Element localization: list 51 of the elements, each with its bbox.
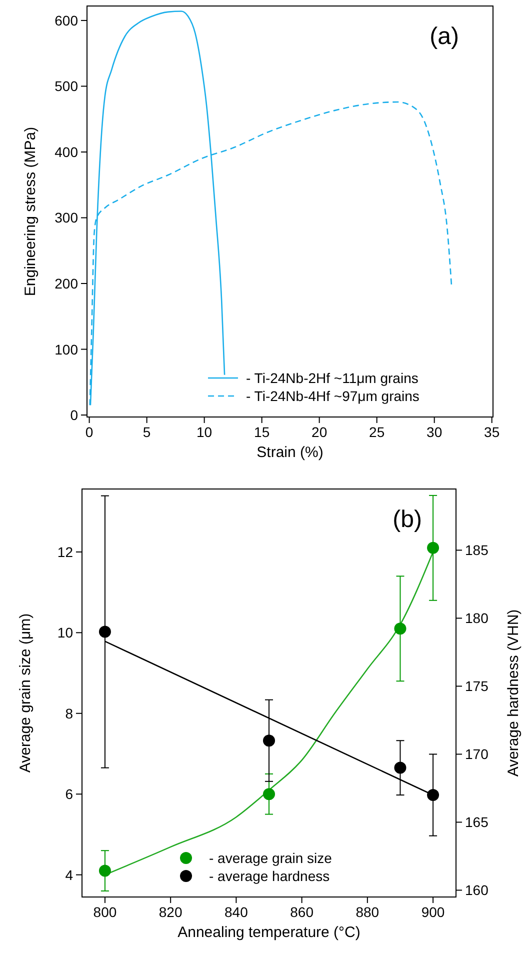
point bbox=[394, 762, 406, 774]
y-tick-label: 400 bbox=[54, 144, 78, 160]
x-tick-label: 860 bbox=[290, 904, 314, 920]
y-axis-title: Average grain size (μm) bbox=[17, 613, 34, 773]
x-tick-label: 30 bbox=[426, 424, 442, 440]
legend-label: - average grain size bbox=[209, 850, 332, 866]
y-tick-label: 8 bbox=[65, 705, 74, 722]
x-tick-label: 20 bbox=[312, 424, 328, 440]
y-tick-label: 10 bbox=[57, 624, 74, 641]
x-tick-label: 840 bbox=[224, 904, 248, 920]
y-tick-label: 300 bbox=[54, 210, 78, 226]
point bbox=[427, 542, 440, 554]
x-tick-label: 820 bbox=[158, 904, 182, 920]
y-axis-title: Engineering stress (MPa) bbox=[22, 126, 39, 296]
y-tick-label: 500 bbox=[54, 78, 78, 94]
x-tick-label: 800 bbox=[93, 904, 117, 920]
y2-tick-label: 185 bbox=[465, 542, 489, 558]
x-tick-label: 10 bbox=[196, 424, 212, 440]
y-tick-label: 600 bbox=[54, 12, 78, 28]
y2-tick-label: 160 bbox=[465, 882, 489, 898]
x-tick-label: 0 bbox=[85, 424, 94, 440]
y-tick-label: 100 bbox=[54, 341, 78, 358]
x-tick-label: 5 bbox=[142, 424, 151, 440]
annotation: (b) bbox=[392, 506, 422, 533]
point bbox=[394, 622, 406, 635]
y2-tick-label: 170 bbox=[465, 746, 489, 762]
x-tick-label: 35 bbox=[484, 424, 500, 440]
x-tick-label: 900 bbox=[421, 904, 445, 920]
y2-tick-label: 175 bbox=[465, 678, 489, 694]
point bbox=[263, 788, 275, 800]
y2-tick-label: 165 bbox=[465, 814, 489, 830]
y-tick-label: 4 bbox=[65, 866, 74, 883]
y-tick-label: 6 bbox=[65, 786, 74, 802]
x-tick-label: 880 bbox=[356, 904, 380, 920]
y2-tick-label: 180 bbox=[465, 610, 489, 626]
x-tick-label: 15 bbox=[254, 424, 270, 440]
point bbox=[263, 734, 275, 747]
annotation: (a) bbox=[430, 23, 459, 50]
point bbox=[98, 864, 111, 877]
point bbox=[98, 626, 111, 638]
legend-label: - average hardness bbox=[209, 868, 330, 884]
legend-label: - Ti-24Nb-2Hf ~11μm grains bbox=[246, 370, 418, 386]
y-tick-label: 12 bbox=[57, 544, 74, 560]
y2-axis-title: Average hardness (VHN) bbox=[505, 609, 522, 777]
point bbox=[427, 789, 440, 801]
y-tick-label: 200 bbox=[54, 276, 78, 292]
x-axis-title: Strain (%) bbox=[256, 444, 324, 461]
legend-label: - Ti-24Nb-4Hf ~97μm grains bbox=[246, 388, 420, 404]
y-tick-label: 0 bbox=[70, 407, 78, 424]
x-tick-label: 25 bbox=[369, 424, 385, 440]
x-axis-title: Annealing temperature (°C) bbox=[178, 924, 360, 941]
